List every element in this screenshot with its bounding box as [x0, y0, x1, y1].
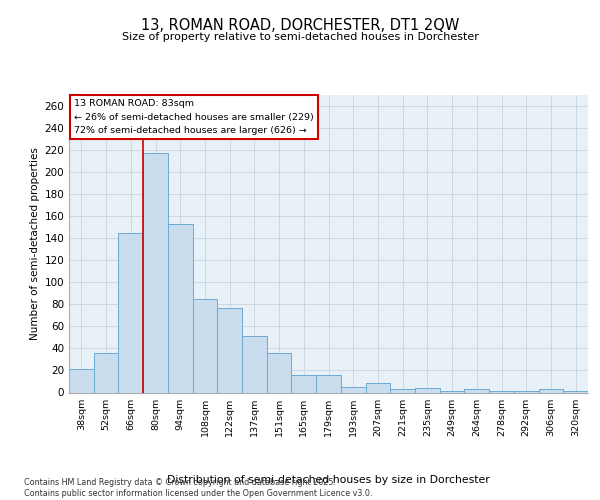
Y-axis label: Number of semi-detached properties: Number of semi-detached properties [30, 148, 40, 340]
Bar [365, 382, 390, 392]
Bar [267, 353, 292, 393]
Bar [217, 308, 242, 392]
Bar [316, 375, 341, 392]
Bar [242, 336, 267, 392]
Bar [390, 389, 415, 392]
Bar [539, 389, 563, 392]
Text: 13 ROMAN ROAD: 83sqm
← 26% of semi-detached houses are smaller (229)
72% of semi: 13 ROMAN ROAD: 83sqm ← 26% of semi-detac… [74, 100, 314, 135]
Text: Contains HM Land Registry data © Crown copyright and database right 2025.
Contai: Contains HM Land Registry data © Crown c… [24, 478, 373, 498]
Bar [292, 375, 316, 392]
Bar [341, 387, 365, 392]
X-axis label: Distribution of semi-detached houses by size in Dorchester: Distribution of semi-detached houses by … [167, 474, 490, 484]
Bar [168, 224, 193, 392]
Bar [193, 299, 217, 392]
Bar [143, 154, 168, 392]
Text: Size of property relative to semi-detached houses in Dorchester: Size of property relative to semi-detach… [122, 32, 478, 42]
Bar [415, 388, 440, 392]
Bar [118, 232, 143, 392]
Text: 13, ROMAN ROAD, DORCHESTER, DT1 2QW: 13, ROMAN ROAD, DORCHESTER, DT1 2QW [141, 18, 459, 32]
Bar [464, 389, 489, 392]
Bar [94, 353, 118, 393]
Bar [69, 370, 94, 392]
